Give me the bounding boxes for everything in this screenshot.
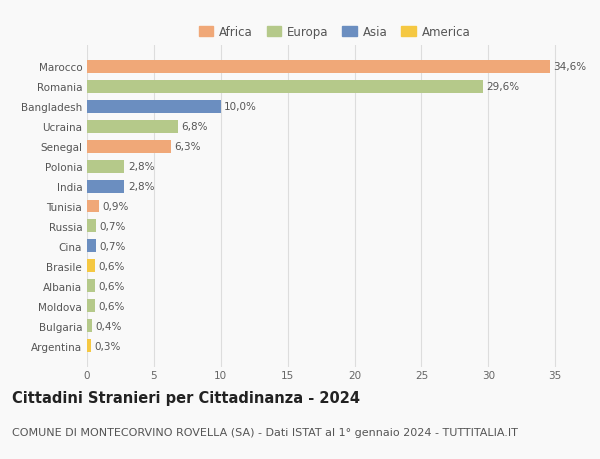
Bar xyxy=(87,80,483,93)
Bar xyxy=(87,240,97,253)
Bar xyxy=(87,160,124,173)
Bar xyxy=(87,220,97,233)
Bar xyxy=(87,101,221,113)
Text: 0,3%: 0,3% xyxy=(94,341,121,351)
Text: 6,3%: 6,3% xyxy=(175,142,201,152)
Text: 0,4%: 0,4% xyxy=(95,321,122,331)
Text: 6,8%: 6,8% xyxy=(181,122,208,132)
Bar xyxy=(87,140,171,153)
Text: 10,0%: 10,0% xyxy=(224,102,257,112)
Bar xyxy=(87,260,95,273)
Bar xyxy=(87,340,91,353)
Bar xyxy=(87,180,124,193)
Bar xyxy=(87,280,95,293)
Text: Cittadini Stranieri per Cittadinanza - 2024: Cittadini Stranieri per Cittadinanza - 2… xyxy=(12,390,360,405)
Text: 0,6%: 0,6% xyxy=(98,281,125,291)
Bar xyxy=(87,300,95,313)
Bar xyxy=(87,120,178,133)
Text: COMUNE DI MONTECORVINO ROVELLA (SA) - Dati ISTAT al 1° gennaio 2024 - TUTTITALIA: COMUNE DI MONTECORVINO ROVELLA (SA) - Da… xyxy=(12,427,518,437)
Bar xyxy=(87,61,550,73)
Text: 29,6%: 29,6% xyxy=(487,82,520,92)
Bar xyxy=(87,320,92,333)
Text: 0,9%: 0,9% xyxy=(103,202,129,212)
Text: 0,6%: 0,6% xyxy=(98,301,125,311)
Text: 0,6%: 0,6% xyxy=(98,261,125,271)
Text: 0,7%: 0,7% xyxy=(100,222,126,231)
Text: 34,6%: 34,6% xyxy=(553,62,586,72)
Text: 0,7%: 0,7% xyxy=(100,241,126,252)
Bar xyxy=(87,200,99,213)
Text: 2,8%: 2,8% xyxy=(128,162,154,172)
Legend: Africa, Europa, Asia, America: Africa, Europa, Asia, America xyxy=(199,26,470,39)
Text: 2,8%: 2,8% xyxy=(128,182,154,191)
